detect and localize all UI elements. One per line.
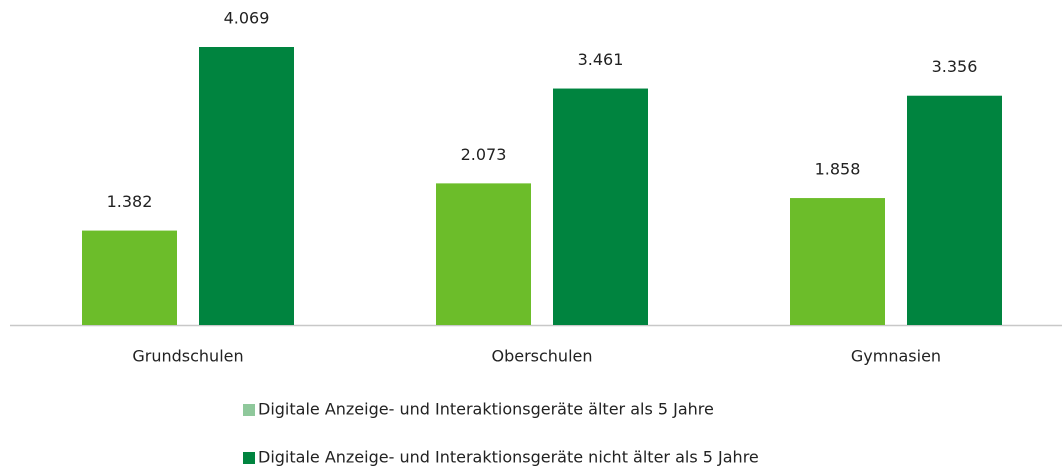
legend-swatch	[243, 404, 255, 416]
bar	[907, 95, 1002, 325]
bar	[790, 198, 885, 325]
bar	[553, 88, 648, 325]
value-label: 3.356	[932, 57, 978, 76]
value-label: 3.461	[578, 50, 624, 69]
bar	[436, 183, 531, 325]
x-tick-label: Grundschulen	[132, 347, 243, 366]
value-label: 1.858	[815, 160, 861, 179]
value-label: 1.382	[107, 192, 153, 211]
legend-label: Digitale Anzeige- und Interaktionsgeräte…	[258, 400, 714, 419]
value-label: 2.073	[461, 145, 507, 164]
x-tick-label: Oberschulen	[491, 347, 592, 366]
bar	[199, 47, 294, 325]
bar	[82, 230, 177, 325]
legend-swatch	[243, 452, 255, 464]
legend-label: Digitale Anzeige- und Interaktionsgeräte…	[258, 448, 759, 467]
x-tick-label: Gymnasien	[851, 347, 941, 366]
value-label: 4.069	[224, 9, 270, 28]
